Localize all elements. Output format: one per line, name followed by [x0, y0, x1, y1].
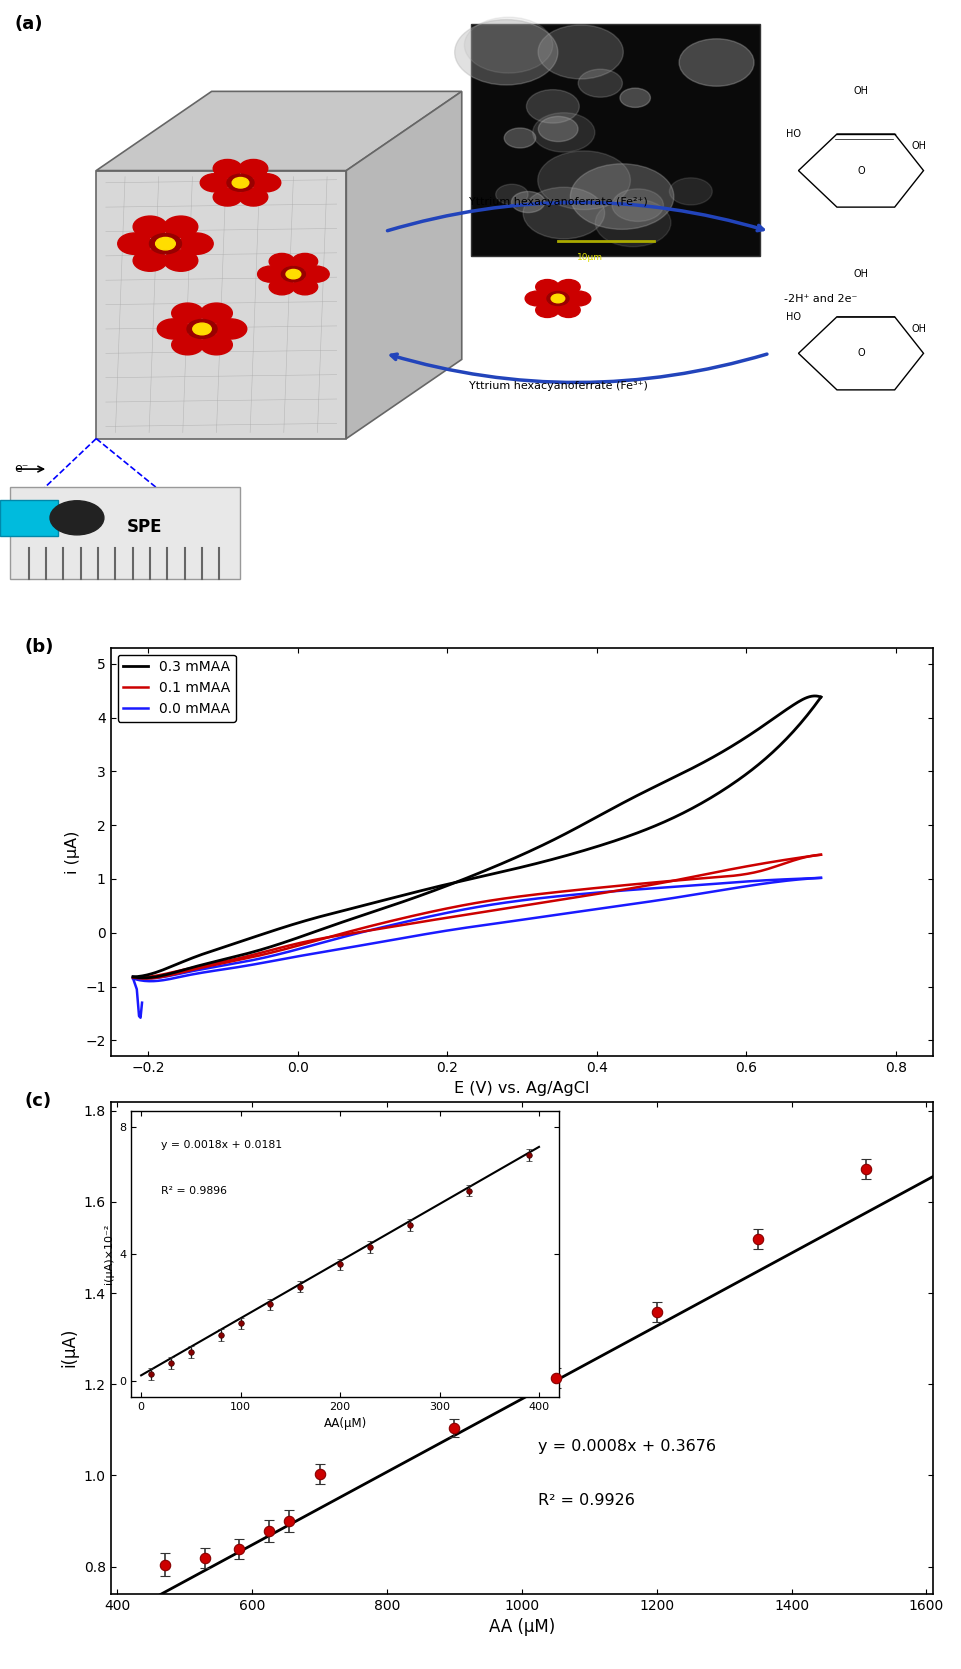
- Circle shape: [551, 294, 564, 302]
- Circle shape: [504, 129, 535, 149]
- Circle shape: [292, 254, 317, 269]
- Circle shape: [214, 319, 246, 339]
- Circle shape: [227, 174, 254, 192]
- Text: y = 0.0008x + 0.3676: y = 0.0008x + 0.3676: [538, 1439, 716, 1454]
- Text: 10μm: 10μm: [577, 252, 603, 262]
- Circle shape: [532, 113, 594, 152]
- Polygon shape: [346, 92, 461, 439]
- Circle shape: [567, 290, 590, 305]
- Circle shape: [133, 215, 167, 237]
- Circle shape: [537, 150, 629, 210]
- Circle shape: [269, 279, 294, 295]
- Circle shape: [511, 192, 544, 212]
- Circle shape: [304, 265, 329, 282]
- Text: (a): (a): [14, 15, 43, 33]
- Circle shape: [258, 265, 283, 282]
- Circle shape: [269, 254, 294, 269]
- Text: Yttrium hexacyanoferrate (Fe²⁺): Yttrium hexacyanoferrate (Fe²⁺): [468, 197, 647, 207]
- Circle shape: [678, 38, 753, 87]
- Circle shape: [292, 279, 317, 295]
- Circle shape: [133, 250, 167, 272]
- Text: OH: OH: [852, 87, 868, 97]
- Circle shape: [455, 20, 557, 85]
- Text: (b): (b): [24, 638, 54, 656]
- Circle shape: [232, 177, 249, 189]
- Text: OH: OH: [910, 324, 925, 334]
- Text: (c): (c): [24, 1092, 51, 1110]
- Circle shape: [285, 269, 301, 279]
- Text: OH: OH: [910, 142, 925, 152]
- Circle shape: [570, 164, 673, 229]
- Circle shape: [595, 199, 670, 247]
- Circle shape: [156, 237, 175, 250]
- Circle shape: [201, 335, 233, 355]
- Text: R² = 0.9926: R² = 0.9926: [538, 1492, 634, 1507]
- Circle shape: [495, 184, 528, 205]
- Text: SPE: SPE: [127, 517, 161, 536]
- Text: HO: HO: [785, 129, 801, 139]
- Circle shape: [171, 304, 204, 324]
- Circle shape: [200, 174, 229, 192]
- FancyBboxPatch shape: [471, 25, 759, 255]
- Circle shape: [464, 17, 553, 73]
- Y-axis label: i (μA): i (μA): [64, 831, 80, 873]
- Circle shape: [163, 215, 198, 237]
- Circle shape: [537, 25, 623, 78]
- Text: e⁻: e⁻: [14, 462, 29, 476]
- Circle shape: [535, 302, 558, 317]
- Circle shape: [213, 189, 241, 205]
- Circle shape: [201, 304, 233, 324]
- Circle shape: [158, 319, 188, 339]
- Polygon shape: [10, 487, 240, 579]
- Circle shape: [149, 234, 182, 254]
- Text: -2H⁺ and 2e⁻: -2H⁺ and 2e⁻: [783, 294, 856, 304]
- Circle shape: [239, 189, 267, 205]
- Circle shape: [619, 88, 650, 107]
- Circle shape: [525, 290, 548, 305]
- Circle shape: [547, 292, 568, 305]
- Polygon shape: [96, 170, 346, 439]
- Circle shape: [535, 279, 558, 294]
- Circle shape: [526, 90, 579, 124]
- Text: HO: HO: [785, 312, 801, 322]
- Polygon shape: [96, 92, 461, 170]
- Text: O: O: [856, 165, 864, 175]
- Circle shape: [213, 160, 241, 177]
- Circle shape: [50, 501, 104, 534]
- Text: Yttrium hexacyanoferrate (Fe³⁺): Yttrium hexacyanoferrate (Fe³⁺): [468, 381, 647, 391]
- Circle shape: [239, 160, 267, 177]
- Circle shape: [171, 335, 203, 355]
- Circle shape: [611, 189, 663, 222]
- X-axis label: E (V) vs. Ag/AgCl: E (V) vs. Ag/AgCl: [454, 1082, 589, 1097]
- Legend: 0.3 mMAA, 0.1 mMAA, 0.0 mMAA: 0.3 mMAA, 0.1 mMAA, 0.0 mMAA: [117, 654, 235, 721]
- Circle shape: [186, 319, 217, 339]
- Circle shape: [538, 117, 578, 142]
- Circle shape: [192, 324, 211, 335]
- Circle shape: [117, 234, 152, 254]
- Circle shape: [669, 179, 711, 205]
- Text: OH: OH: [852, 269, 868, 279]
- Circle shape: [578, 68, 622, 97]
- Circle shape: [252, 174, 281, 192]
- Circle shape: [556, 302, 579, 317]
- X-axis label: AA (μM): AA (μM): [488, 1619, 554, 1636]
- Circle shape: [556, 279, 579, 294]
- Circle shape: [163, 250, 198, 272]
- Circle shape: [282, 267, 305, 282]
- Polygon shape: [0, 499, 58, 536]
- Circle shape: [523, 187, 604, 239]
- Y-axis label: i(μA): i(μA): [60, 1329, 78, 1367]
- Text: O: O: [856, 349, 864, 359]
- Circle shape: [179, 234, 213, 254]
